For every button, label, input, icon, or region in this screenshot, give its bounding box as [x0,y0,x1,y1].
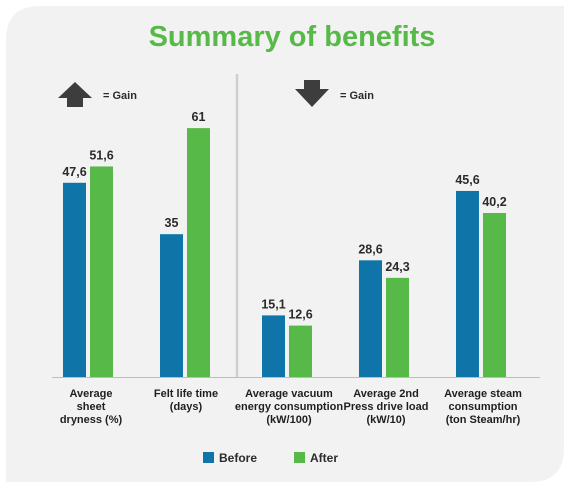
legend-label-after: After [310,451,338,465]
value-labels: 47,651,6 35 61 15,112,6 28,624,3 45,640,2 [62,110,506,321]
bar-after-4 [483,212,506,377]
value-label-before-1: 35 [165,216,179,230]
bar-after-3 [386,277,409,377]
category-label-line: (kW/100) [266,414,312,426]
card-background [6,6,564,482]
category-label-line: Average steam [444,388,522,400]
bar-after-0 [90,166,113,377]
category-label-line: (ton Steam/hr) [446,414,521,426]
bar-before-1 [160,234,183,377]
category-label-0: Average sheet dryness (%) [60,388,123,426]
value-label-after-0: 51,6 [89,148,113,162]
category-label-2: Average vacuum energy consumption (kW/100) [235,388,343,426]
bar-after-2 [289,325,312,377]
category-label-line: Average vacuum [245,388,333,400]
category-label-line: dryness (%) [60,414,123,426]
category-label-3: Average 2nd Press drive load (kW/10) [344,388,429,426]
value-label-before-4: 45,6 [455,173,479,187]
value-label-after-2: 12,6 [288,308,312,322]
bar-before-0 [63,182,86,377]
bar-before-4 [456,190,479,377]
value-label-after-3: 24,3 [385,260,409,274]
gain-up-label: = Gain [103,90,137,102]
category-label-line: sheet [77,401,106,413]
category-label-line: Average 2nd [353,388,419,400]
value-label-before-3: 28,6 [358,242,382,256]
bar-before-3 [359,260,382,377]
legend-swatch-after [294,452,305,463]
category-label-line: consumption [448,401,517,413]
category-label-line: Felt life time [154,388,218,400]
bar-after-1 [187,128,210,377]
down-arrow-icon [295,80,329,107]
category-label-4: Average steam consumption (ton Steam/hr) [444,388,522,426]
chart-title: Summary of benefits [149,21,436,53]
legend-swatch-before [203,452,214,463]
bar-before-2 [262,315,285,377]
category-label-line: energy consumption [235,401,343,413]
gain-down-annotation: = Gain [295,80,374,107]
value-label-before-0: 47,6 [62,165,86,179]
gain-down-label: = Gain [340,90,374,102]
value-label-after-4: 40,2 [482,195,506,209]
category-label-line: (days) [170,401,203,413]
category-label-1: Felt life time (days) [154,388,218,413]
value-label-after-1: 61 [192,110,206,124]
legend-label-before: Before [219,451,257,465]
bars [63,128,506,377]
value-label-before-2: 15,1 [261,297,285,311]
category-label-line: (kW/10) [366,414,405,426]
up-arrow-icon [58,82,92,107]
category-label-line: Average [69,388,112,400]
category-label-line: Press drive load [344,401,429,413]
gain-up-annotation: = Gain [58,82,137,107]
category-labels: Average sheet dryness (%) Felt life time (da… [60,388,522,426]
legend: Before After [203,451,338,465]
